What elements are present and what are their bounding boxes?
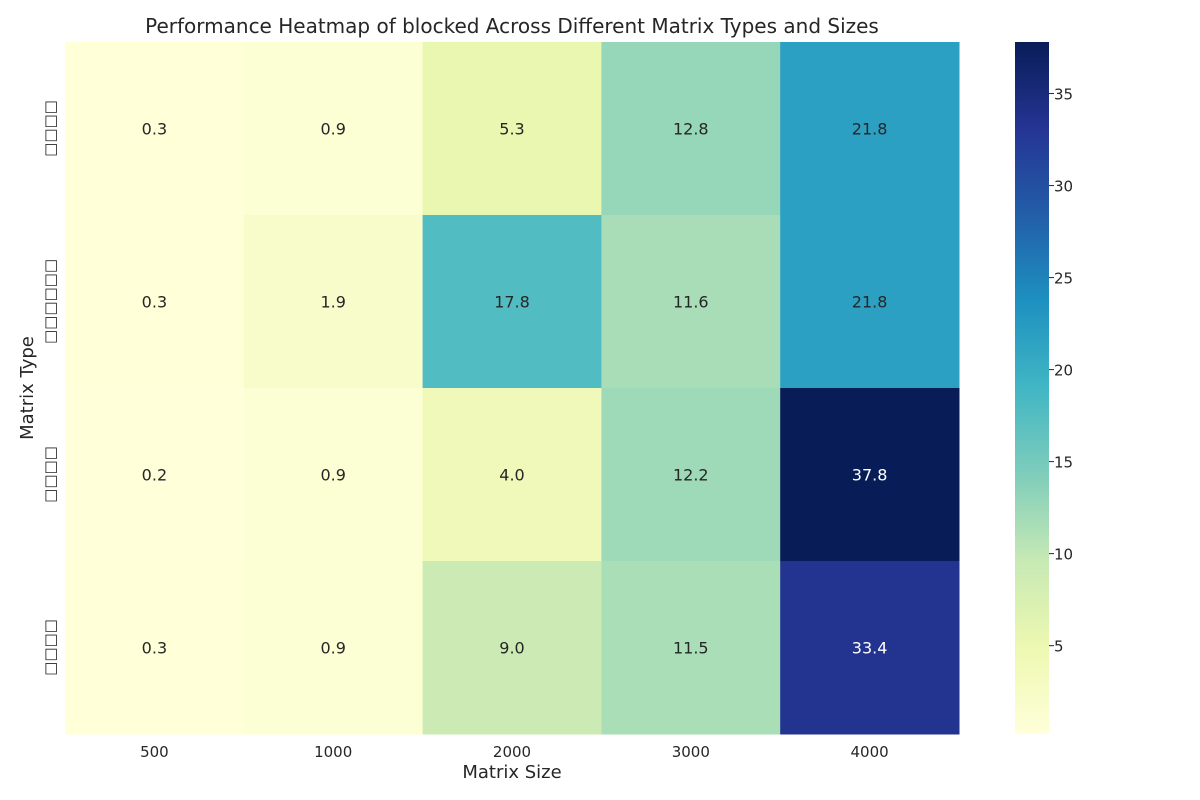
colorbar-tick-label: 15 xyxy=(1054,454,1073,472)
colorbar-tick-label: 30 xyxy=(1054,178,1073,196)
heatmap-cell xyxy=(65,215,245,389)
cell-value-label: 0.3 xyxy=(142,639,167,658)
cell-value-label: 17.8 xyxy=(494,293,530,312)
heatmap-cell xyxy=(243,42,424,216)
cell-value-label: 37.8 xyxy=(852,466,888,485)
heatmap-cell xyxy=(65,42,245,216)
cell-value-label: 21.8 xyxy=(852,120,888,139)
colorbar-ticks: 5 10 15 20 25 30 35 xyxy=(1049,86,1073,656)
colorbar-tick-label: 20 xyxy=(1054,362,1073,380)
cell-value-label: 21.8 xyxy=(852,293,888,312)
x-tick-label: 2000 xyxy=(493,743,531,761)
cell-value-label: 11.6 xyxy=(673,293,709,312)
y-tick-label: □□□□ xyxy=(41,446,59,503)
cell-value-label: 11.5 xyxy=(673,639,709,658)
heatmap-cell xyxy=(780,215,960,389)
cell-value-label: 1.9 xyxy=(320,293,345,312)
cell-value-label: 0.3 xyxy=(142,120,167,139)
x-tick-label: 3000 xyxy=(672,743,710,761)
cell-value-label: 33.4 xyxy=(852,639,888,658)
cell-value-label: 0.9 xyxy=(320,639,345,658)
cell-value-label: 9.0 xyxy=(499,639,524,658)
heatmap-cell xyxy=(780,388,960,562)
y-axis-ticks: □□□□□□□□□□□□□□□□□□ xyxy=(41,100,59,676)
x-tick-label: 500 xyxy=(140,743,169,761)
colorbar-tick-label: 25 xyxy=(1054,270,1073,288)
heatmap-cell xyxy=(422,42,602,216)
heatmap-cell xyxy=(243,561,424,735)
x-tick-label: 4000 xyxy=(851,743,889,761)
cell-value-label: 12.2 xyxy=(673,466,709,485)
heatmap-cell xyxy=(601,388,781,562)
heatmap-cell xyxy=(243,215,424,389)
heatmap-cell xyxy=(780,561,960,735)
heatmap-cell xyxy=(601,215,781,389)
cell-value-label: 0.2 xyxy=(142,466,167,485)
colorbar-tick-label: 35 xyxy=(1054,86,1073,104)
heatmap-cell xyxy=(65,388,245,562)
y-tick-label: □□□□ xyxy=(41,100,59,157)
cell-value-label: 0.9 xyxy=(320,466,345,485)
heatmap-cell xyxy=(422,561,602,735)
heatmap-cells xyxy=(65,42,960,735)
heatmap-cell xyxy=(601,561,781,735)
x-axis-ticks: 500 1000 2000 3000 4000 xyxy=(140,743,889,761)
heatmap-cell xyxy=(65,561,245,735)
cell-value-label: 0.3 xyxy=(142,293,167,312)
x-axis-label: Matrix Size xyxy=(462,762,561,783)
cell-value-label: 12.8 xyxy=(673,120,709,139)
heatmap-cell xyxy=(780,42,960,216)
cell-value-label: 5.3 xyxy=(499,120,524,139)
cell-value-label: 0.9 xyxy=(320,120,345,139)
y-tick-label: □□□□□□ xyxy=(41,259,59,344)
heatmap-cell xyxy=(422,215,602,389)
cell-value-label: 4.0 xyxy=(499,466,524,485)
heatmap-cell xyxy=(601,42,781,216)
y-tick-label: □□□□ xyxy=(41,619,59,676)
colorbar-tick-label: 5 xyxy=(1054,638,1064,656)
heatmap-cell xyxy=(243,388,424,562)
colorbar-tick-label: 10 xyxy=(1054,546,1073,564)
heatmap-cell xyxy=(422,388,602,562)
chart-title: Performance Heatmap of blocked Across Di… xyxy=(145,14,879,38)
x-tick-label: 1000 xyxy=(314,743,352,761)
heatmap-cell-labels: 0.3 0.9 5.3 12.8 21.8 0.3 1.9 17.8 11.6 21.8 0.2 0.… xyxy=(142,120,888,658)
colorbar xyxy=(1015,42,1049,734)
y-axis-label: Matrix Type xyxy=(17,336,38,440)
